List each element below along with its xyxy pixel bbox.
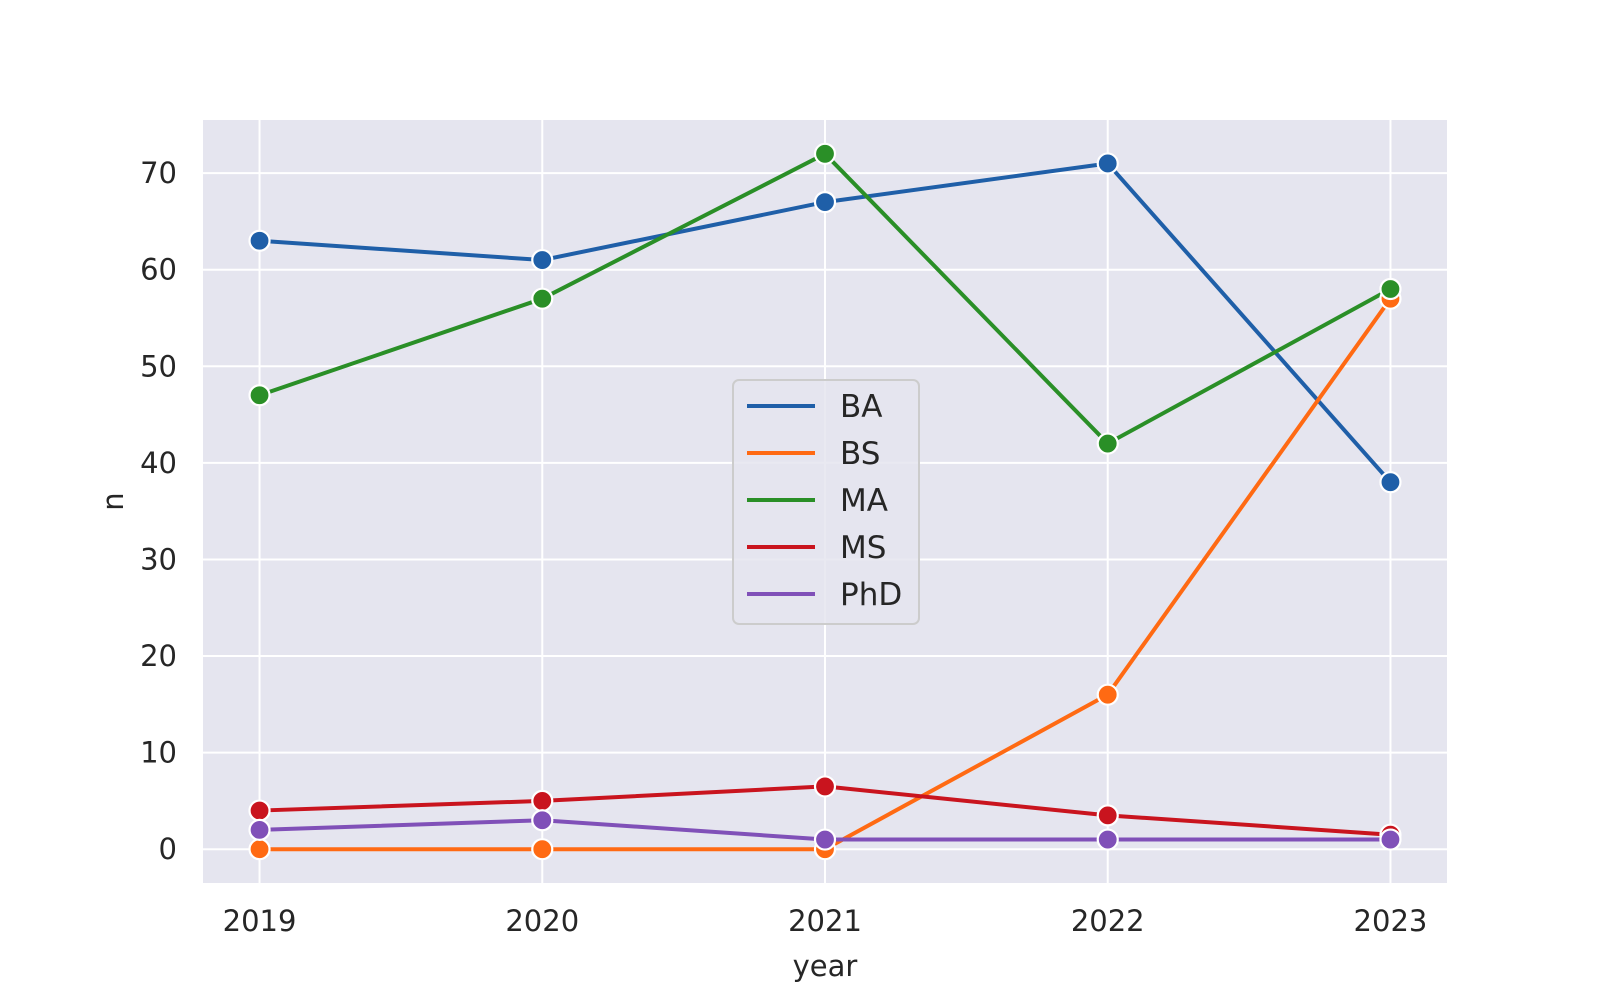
y-tick-label: 40	[140, 446, 177, 480]
data-point-phd	[1096, 828, 1119, 851]
data-point-ma	[1096, 432, 1119, 455]
legend-label: MA	[840, 483, 888, 519]
y-tick-label: 60	[140, 253, 177, 287]
data-point-bs	[1096, 683, 1119, 706]
data-point-phd	[813, 828, 837, 851]
legend-item-ba: BA	[747, 389, 882, 425]
y-axis-label: n	[96, 492, 130, 510]
legend-item-ma: MA	[747, 483, 888, 519]
x-tick-label: 2022	[1071, 904, 1145, 938]
x-tick-label: 2021	[788, 904, 862, 938]
legend-item-phd: PhD	[747, 577, 902, 613]
tick-labels: 0 10 20 30 40 50 60 70 2019 2020 2021 2022 2023	[140, 156, 1427, 938]
legend-label: PhD	[840, 577, 902, 613]
legend-box	[732, 379, 920, 625]
legend-item-bs: BS	[747, 436, 880, 472]
data-point-ms	[531, 789, 554, 813]
y-tick-label: 20	[140, 639, 177, 673]
data-point-bs	[531, 838, 554, 861]
legend-item-ms: MS	[747, 530, 886, 566]
y-tick-label: 50	[140, 349, 177, 383]
x-axis-label: year	[793, 949, 858, 983]
data-point-phd	[248, 818, 271, 841]
data-point-phd	[1379, 828, 1402, 851]
y-tick-label: 0	[159, 832, 177, 866]
data-point-ma	[1379, 277, 1402, 301]
data-point-ba	[248, 229, 271, 252]
legend: BA BS MA MS PhD	[732, 379, 920, 625]
y-tick-label: 10	[140, 736, 177, 770]
data-point-phd	[531, 809, 554, 832]
data-point-ba	[1379, 471, 1402, 494]
data-points	[248, 142, 1402, 861]
legend-items: BA BS MA MS PhD	[747, 389, 902, 613]
data-point-bs	[248, 838, 271, 861]
data-point-ms	[813, 775, 837, 798]
data-point-ma	[248, 384, 271, 407]
data-point-ma	[531, 287, 554, 310]
data-point-ms	[248, 799, 271, 822]
data-point-ma	[813, 142, 837, 165]
y-tick-label: 70	[140, 156, 177, 190]
x-tick-label: 2023	[1354, 904, 1428, 938]
legend-label: MS	[840, 530, 886, 566]
x-tick-label: 2019	[223, 904, 297, 938]
data-point-ms	[1096, 804, 1119, 827]
y-tick-label: 30	[140, 542, 177, 576]
legend-label: BS	[840, 436, 880, 472]
data-point-ba	[1096, 152, 1119, 175]
legend-label: BA	[840, 389, 882, 425]
x-tick-label: 2020	[505, 904, 579, 938]
data-point-ba	[813, 190, 837, 214]
data-point-ba	[531, 248, 554, 272]
